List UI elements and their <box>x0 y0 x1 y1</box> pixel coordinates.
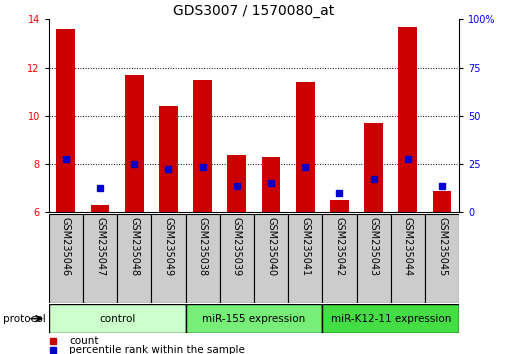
Bar <box>186 214 220 303</box>
Text: GSM235048: GSM235048 <box>129 217 139 276</box>
Bar <box>262 157 281 212</box>
Text: GSM235039: GSM235039 <box>232 217 242 276</box>
Bar <box>322 214 357 303</box>
Bar <box>399 27 417 212</box>
Bar <box>357 214 391 303</box>
Text: GSM235045: GSM235045 <box>437 217 447 276</box>
Text: GSM235047: GSM235047 <box>95 217 105 276</box>
Bar <box>159 106 178 212</box>
Bar <box>220 214 254 303</box>
Text: GSM235038: GSM235038 <box>198 217 208 276</box>
Text: control: control <box>99 314 135 324</box>
Bar <box>322 304 459 333</box>
Bar <box>391 214 425 303</box>
Bar <box>288 214 322 303</box>
Bar <box>83 214 117 303</box>
Text: GSM235042: GSM235042 <box>334 217 344 276</box>
Bar <box>186 304 322 333</box>
Text: GSM235049: GSM235049 <box>164 217 173 276</box>
Bar <box>91 205 109 212</box>
Text: GSM235043: GSM235043 <box>369 217 379 276</box>
Bar <box>151 214 186 303</box>
Text: miR-K12-11 expression: miR-K12-11 expression <box>330 314 451 324</box>
Bar <box>254 214 288 303</box>
Bar <box>193 80 212 212</box>
Bar <box>117 214 151 303</box>
Text: GSM235044: GSM235044 <box>403 217 413 276</box>
Bar <box>425 214 459 303</box>
Title: GDS3007 / 1570080_at: GDS3007 / 1570080_at <box>173 5 334 18</box>
Text: miR-155 expression: miR-155 expression <box>202 314 306 324</box>
Text: percentile rank within the sample: percentile rank within the sample <box>69 344 245 354</box>
Bar <box>56 29 75 212</box>
Bar <box>432 191 451 212</box>
Bar <box>49 304 186 333</box>
Text: GSM235041: GSM235041 <box>300 217 310 276</box>
Text: count: count <box>69 336 99 346</box>
Bar <box>330 200 349 212</box>
Bar <box>296 82 314 212</box>
Bar <box>125 75 144 212</box>
Bar <box>227 154 246 212</box>
Text: protocol: protocol <box>3 314 45 324</box>
Text: GSM235046: GSM235046 <box>61 217 71 276</box>
Text: GSM235040: GSM235040 <box>266 217 276 276</box>
Bar <box>364 123 383 212</box>
Bar <box>49 214 83 303</box>
